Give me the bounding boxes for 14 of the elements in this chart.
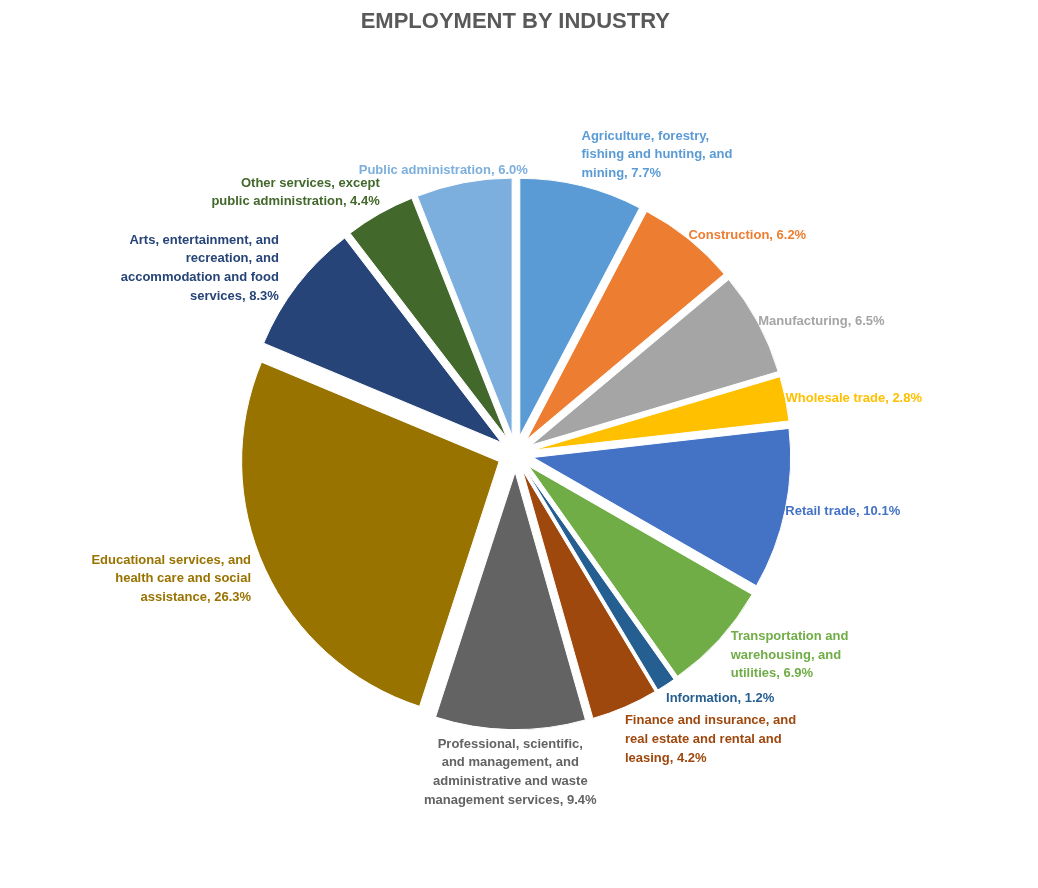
slice-label: Manufacturing, 6.5% [758,312,886,328]
chart-title: EMPLOYMENT BY INDUSTRY [360,7,671,33]
slice-label: Retail trade, 10.1% [785,503,901,519]
slice-label: Construction, 6.2% [688,226,807,242]
slice-label: Wholesale trade, 2.8% [785,389,923,405]
slice-label: Agriculture, forestry, fishing and hunting, and mining, 7.7% [581,127,733,181]
slice-label: Arts, entertainment, and recreation, and accommodation and food services, 8.3% [120,231,280,303]
slice-label: Transportation and warehousing, and utilities, 6.9% [729,627,849,681]
slice-label: Finance and insurance, and real estate and rental and leasing, 4.2% [624,712,797,765]
slice-label: Information, 1.2% [666,689,775,705]
slice-label: Professional, scientific, and management, and administrative and waste management services, 9.4% [423,735,598,807]
slice-label: Public administration, 6.0% [358,161,529,177]
slice-label: Educational services, and health care and social assistance, 26.3% [91,551,252,605]
slice-label: Other services, except public administration, 4.4% [211,174,381,209]
